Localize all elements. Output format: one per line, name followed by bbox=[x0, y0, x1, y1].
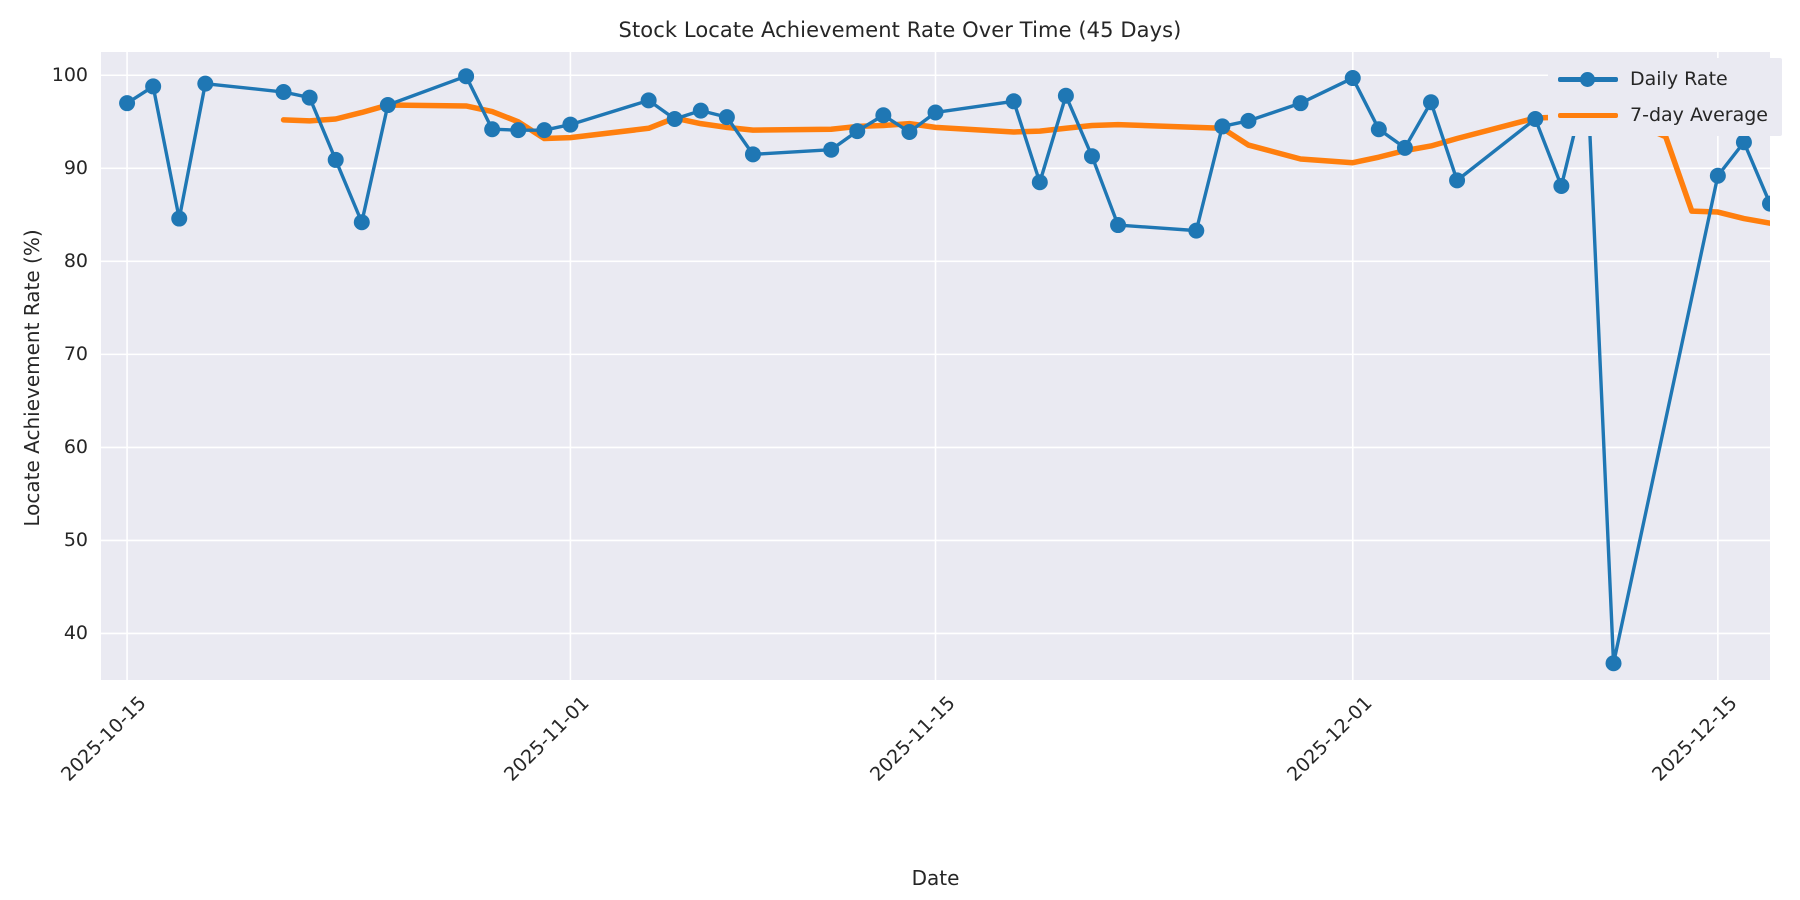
y-axis-tick-100: 100 bbox=[51, 64, 88, 87]
x-axis-tick-2025-12-01: 2025-12-01 bbox=[1282, 692, 1377, 786]
data-series-layer bbox=[119, 68, 1770, 672]
y-axis-tick-60: 60 bbox=[63, 436, 88, 459]
legend-item-seven-day-average[interactable]: 7-day Average bbox=[1558, 104, 1768, 126]
legend-label-seven-day-average: 7-day Average bbox=[1630, 104, 1768, 126]
y-axis-tick-90: 90 bbox=[63, 157, 88, 180]
x-axis-tick-2025-10-15: 2025-10-15 bbox=[56, 692, 151, 786]
chart-title: Stock Locate Achievement Rate Over Time … bbox=[618, 18, 1182, 42]
y-axis-tick-80: 80 bbox=[63, 250, 88, 273]
y-axis-tick-70: 70 bbox=[63, 343, 88, 366]
legend-label-daily-rate: Daily Rate bbox=[1630, 68, 1728, 90]
chart-legend: Daily Rate 7-day Average bbox=[1548, 58, 1782, 136]
plot-area bbox=[101, 52, 1770, 680]
legend-item-daily-rate[interactable]: Daily Rate bbox=[1558, 68, 1768, 90]
x-axis-tick-2025-11-01: 2025-11-01 bbox=[500, 692, 594, 786]
y-axis-tick-40: 40 bbox=[63, 622, 88, 645]
x-axis-tick-2025-11-15: 2025-11-15 bbox=[865, 692, 960, 786]
y-axis-tick-50: 50 bbox=[63, 529, 88, 552]
x-axis-label: Date bbox=[911, 866, 960, 890]
gridlines bbox=[101, 52, 1770, 680]
legend-swatch-seven-day-average bbox=[1558, 107, 1619, 123]
y-axis-label: Locate Achievement Rate (%) bbox=[20, 229, 44, 527]
legend-swatch-daily-rate bbox=[1558, 71, 1619, 87]
x-axis-tick-2025-12-15: 2025-12-15 bbox=[1647, 692, 1742, 786]
